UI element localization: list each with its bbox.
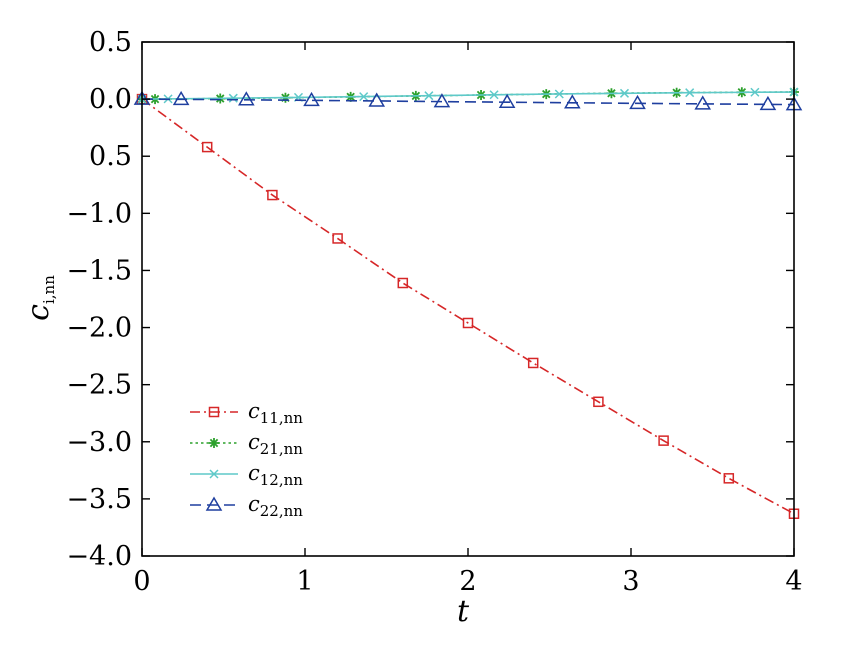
data-point [629,94,646,110]
data-point [209,438,219,448]
data-point [228,93,238,103]
legend-label: c12,nn [248,461,303,489]
legend-label: c21,nn [248,430,303,458]
data-point [527,357,539,369]
data-point [433,93,451,108]
series-line [141,91,795,100]
data-point [619,88,630,98]
y-axis-label-main: c [21,304,56,321]
legend-label: c11,nn [248,399,303,427]
y-tick-label: −2.0 [66,313,132,344]
y-tick-label: −1.5 [66,255,132,286]
data-point [368,92,386,107]
legend-item: c11,nn [190,399,303,427]
series-line [141,98,795,106]
legend-label: c22,nn [248,492,303,520]
legend-item: c22,nn [190,492,303,520]
y-axis-label: ci,nn [21,275,58,321]
data-point [332,233,343,244]
data-point [201,141,213,153]
data-point [593,396,604,408]
x-axis-label: t [457,594,470,629]
legend: c11,nn c21,nn c12,nn c22,nn [190,399,303,520]
data-point [685,88,695,98]
y-tick-label: −1.0 [66,198,132,229]
data-point [489,90,499,100]
data-point [209,469,219,479]
data-point [172,90,190,106]
legend-item: c21,nn [190,430,303,458]
y-tick-label: 0.0 [89,84,132,115]
y-tick-label: −2.5 [66,370,132,401]
data-point [397,277,409,289]
y-tick-label: −3.0 [66,427,132,458]
y-tick-label: −3.5 [66,484,132,515]
data-point [205,496,223,511]
data-point [359,92,369,102]
x-tick-label: 2 [459,566,476,597]
legend-item: c12,nn [190,461,303,489]
data-point [267,189,278,201]
x-tick-label: 0 [133,566,150,597]
plot-marks [133,87,803,519]
data-point [658,435,669,446]
data-point [723,473,735,484]
series-12,nn [137,87,799,104]
y-tick-label: −4.0 [66,541,132,572]
data-point [424,91,434,101]
y-axis-label-sub: i,nn [40,275,58,304]
data-point [498,93,516,108]
plot-frame [141,41,795,557]
axis-ticks: 0 1 2 3 4 0.5 0.0 0.5 −1.0 −1.5 −2.0 −2.5 −3.0 −3.5 −4… [66,27,802,597]
data-point [759,95,777,111]
y-tick-label: 0.5 [89,27,132,58]
data-point [564,94,581,109]
x-tick-label: 3 [622,566,639,597]
data-point [303,91,320,107]
data-point [238,91,255,106]
data-point [462,317,474,329]
series-11,nn [136,93,800,519]
data-point [750,87,760,97]
data-point [554,89,564,99]
data-point [208,406,220,418]
y-tick-label: 0.5 [89,141,132,172]
x-tick-label: 1 [296,566,313,597]
x-tick-label: 4 [785,566,802,597]
series-line [141,98,795,515]
series-22,nn [133,90,803,111]
data-point [694,95,712,110]
